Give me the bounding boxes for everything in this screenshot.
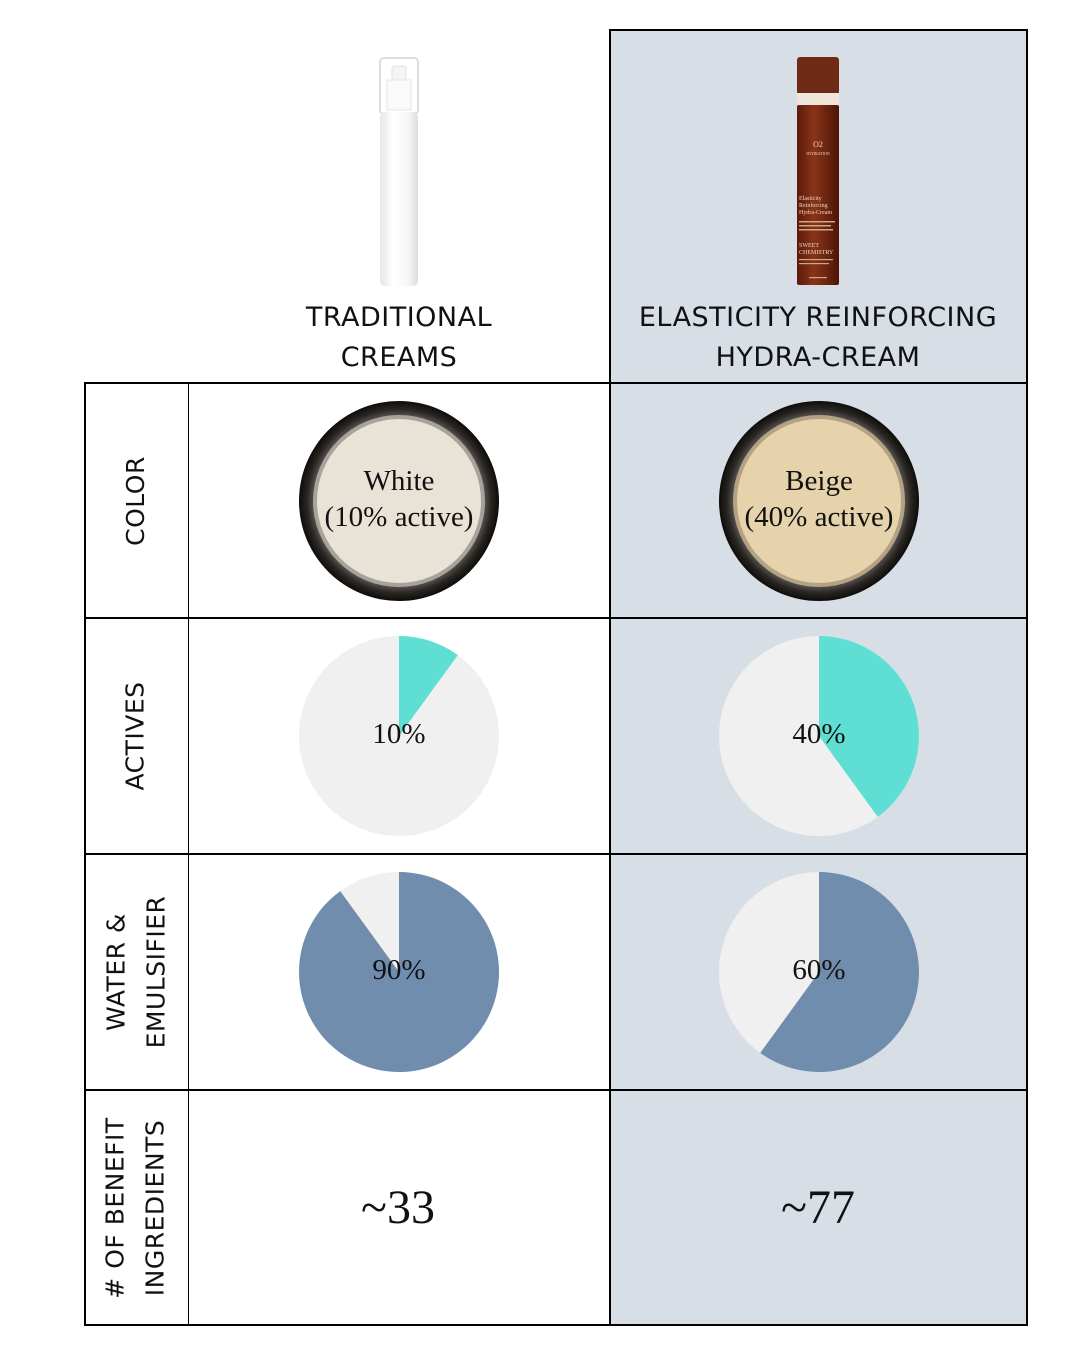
row-label-text: WATER & — [101, 913, 131, 1031]
row-label-color: COLOR — [84, 384, 188, 617]
grid-line — [84, 382, 1028, 384]
row-label-benefit-ingredients: # OF BENEFIT INGREDIENTS — [84, 1091, 188, 1324]
grid-line — [84, 617, 1028, 619]
cream-swatch-beige — [719, 401, 919, 601]
color-label-beige: Beige (40% active) — [718, 463, 920, 535]
water-pie-traditional — [299, 872, 499, 1072]
color-label-line: Beige — [785, 465, 853, 497]
grid-line — [84, 853, 1028, 855]
grid-line — [84, 382, 86, 1326]
color-label-line: White — [363, 465, 435, 497]
row-label-text: ACTIVES — [121, 681, 150, 791]
actives-slice — [819, 636, 919, 817]
grid-line — [609, 29, 611, 1326]
column-header-line: HYDRA-CREAM — [715, 342, 921, 373]
row-label-text: # OF BENEFIT — [101, 1116, 130, 1299]
bottle-product-text: Elasticity — [799, 196, 822, 202]
benefit-count-traditional: ~33 — [361, 1181, 435, 1234]
column-header-traditional: TRADITIONAL CREAMS — [249, 298, 549, 378]
bottle-product-text: Hydra-Cream — [799, 210, 832, 216]
actives-pct-label: 10% — [372, 718, 426, 750]
row-label-actives: ACTIVES — [84, 619, 188, 853]
row-label-text: EMULSIFIER — [141, 895, 171, 1049]
column-header-line: CREAMS — [340, 342, 458, 373]
water-pct-label: 90% — [372, 954, 426, 986]
bottle-sub-text: HYDRATION — [806, 151, 829, 156]
grid-line — [609, 29, 1028, 31]
water-pct-label: 60% — [792, 954, 846, 986]
row-label-text: COLOR — [120, 455, 150, 546]
cream-fill — [317, 419, 481, 583]
water-pie-hydra-cream — [719, 872, 919, 1072]
cream-swatch-white — [299, 401, 499, 601]
grid-line — [1026, 29, 1028, 1326]
row-label-text: INGREDIENTS — [141, 1119, 170, 1296]
benefit-count-hydra-cream: ~77 — [781, 1181, 855, 1234]
bottle-maker-text: CHEMISTRY — [799, 250, 834, 256]
column-header-line: TRADITIONAL — [305, 302, 493, 333]
actives-slice — [399, 636, 458, 736]
water-slice — [299, 872, 499, 1072]
actives-pct-label: 40% — [792, 718, 846, 750]
actives-pie-traditional — [299, 636, 499, 836]
column-header-hydra-cream: ELASTICITY REINFORCING HYDRA-CREAM — [609, 298, 1027, 378]
grid-line — [188, 382, 189, 1326]
cream-fill — [737, 419, 901, 583]
hydra-cream-bottle-image: O2 HYDRATION Elasticity Reinforcing Hydr… — [797, 57, 839, 285]
water-slice — [760, 872, 919, 1072]
color-label-line: (10% active) — [324, 501, 474, 533]
bottle-maker-text: SWEET — [799, 243, 819, 249]
column-header-line: ELASTICITY REINFORCING — [638, 302, 998, 333]
bottle-brand-text: O2 — [813, 140, 823, 149]
grid-line — [84, 1324, 1028, 1326]
color-label-white: White (10% active) — [298, 463, 500, 535]
row-label-water-emulsifier: WATER & EMULSIFIER — [84, 855, 188, 1089]
traditional-cream-bottle-image — [379, 57, 419, 286]
bottle-product-text: Reinforcing — [799, 202, 828, 209]
color-label-line: (40% active) — [744, 501, 894, 533]
grid-line — [84, 1089, 1028, 1091]
actives-pie-hydra-cream — [719, 636, 919, 836]
